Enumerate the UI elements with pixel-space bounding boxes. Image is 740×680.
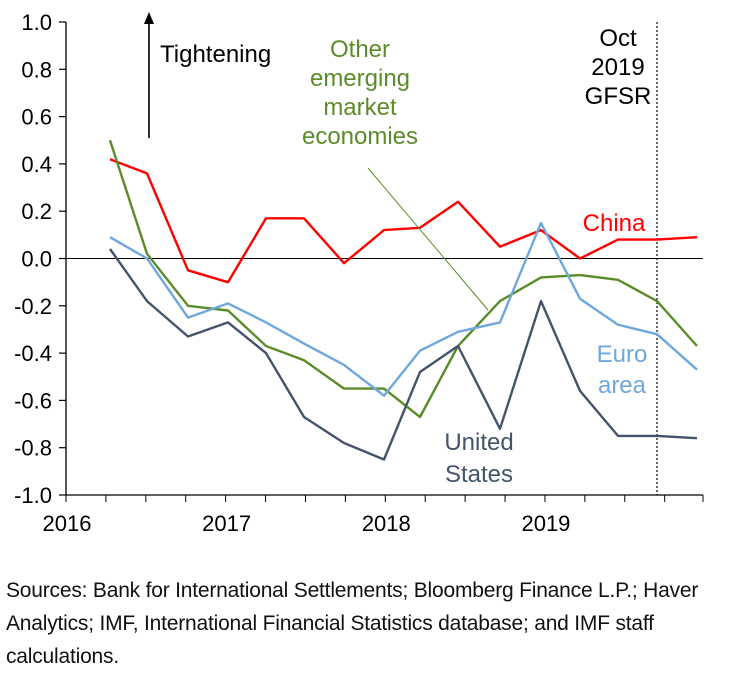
- gfsr-label: GFSR: [585, 83, 652, 110]
- series-line-1: [108, 139, 698, 419]
- series-label: market: [323, 94, 397, 121]
- sources-note: Sources: Bank for International Settleme…: [6, 579, 699, 668]
- tightening-label: Tightening: [160, 41, 271, 68]
- y-tick-label: -1.0: [14, 483, 52, 508]
- series-line-0: [109, 158, 698, 284]
- y-tick-label: 0.2: [21, 199, 52, 224]
- series-label: States: [445, 461, 513, 488]
- y-tick-label: -0.6: [14, 388, 52, 413]
- gfsr-label: Oct: [599, 25, 637, 52]
- axes: 1.0 0.8 0.6 0.4 0.2 0.0 -0.2 -0.4 -0.6 -0.8 -1.0 20…: [14, 10, 704, 536]
- x-tick-label: 2018: [362, 511, 411, 536]
- y-tick-label: 0.4: [21, 152, 52, 177]
- y-tick-label: -0.8: [14, 436, 52, 461]
- y-tick-label: 0.8: [21, 57, 52, 82]
- y-tick-label: -0.4: [14, 341, 52, 366]
- y-tick-label: -0.2: [14, 294, 52, 319]
- series-line-3: [109, 248, 698, 461]
- series-label: area: [598, 372, 647, 399]
- x-tick-label: 2016: [43, 511, 92, 536]
- y-tick-label: 1.0: [21, 10, 52, 35]
- series-label: United: [444, 429, 513, 456]
- series-lines: [108, 139, 698, 461]
- series-label: economies: [302, 123, 418, 150]
- series-label: China: [583, 210, 646, 237]
- gfsr-label: 2019: [591, 54, 644, 81]
- x-tick-label: 2017: [202, 511, 251, 536]
- x-tick-label: 2019: [521, 511, 570, 536]
- emerging-leader-line: [367, 167, 489, 311]
- series-label: Euro: [597, 341, 648, 368]
- series-label: emerging: [310, 65, 410, 92]
- tightening-arrowhead: [144, 12, 154, 24]
- series-line-2: [109, 221, 698, 397]
- y-tick-label: 0.0: [21, 247, 52, 272]
- chart: 1.0 0.8 0.6 0.4 0.2 0.0 -0.2 -0.4 -0.6 -0.8 -1.0 20…: [14, 10, 704, 536]
- series-label: Other: [330, 36, 390, 63]
- y-tick-label: 0.6: [21, 105, 52, 130]
